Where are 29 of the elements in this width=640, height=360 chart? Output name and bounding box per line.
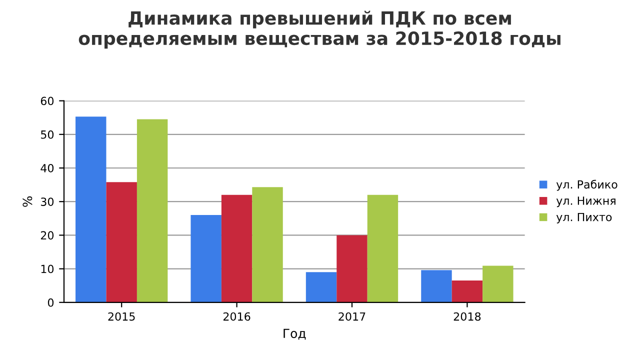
bar bbox=[106, 182, 137, 302]
bar bbox=[452, 280, 483, 302]
bar bbox=[336, 235, 368, 302]
bar bbox=[76, 116, 106, 302]
x-tick-label: 2015 bbox=[108, 312, 135, 321]
bar bbox=[306, 272, 337, 302]
bar bbox=[252, 187, 283, 302]
y-tick-label: 60 bbox=[40, 96, 54, 106]
y-tick-label: 30 bbox=[40, 198, 54, 206]
legend-label: ул. Пихто bbox=[556, 212, 612, 224]
bar bbox=[421, 270, 452, 302]
y-tick-label: 40 bbox=[40, 164, 54, 172]
chart-title: Динамика превышений ПДК по всем определяемым веществам за 2015-2018 годы bbox=[78, 10, 560, 49]
y-tick-label: 20 bbox=[40, 231, 54, 240]
x-tick-label: 2018 bbox=[454, 312, 481, 321]
legend-label: ул. Рабико bbox=[556, 180, 618, 191]
bar bbox=[190, 215, 222, 302]
y-tick-label: 10 bbox=[41, 264, 54, 274]
bar bbox=[136, 119, 168, 302]
y-axis-title: % bbox=[22, 196, 32, 207]
y-tick-label: 0 bbox=[48, 298, 54, 307]
x-tick-label: 2016 bbox=[223, 312, 250, 321]
x-tick-label: 2017 bbox=[338, 312, 366, 321]
x-axis-title: Год bbox=[284, 328, 306, 340]
bar bbox=[221, 194, 252, 302]
bar bbox=[367, 194, 398, 302]
bar bbox=[482, 266, 514, 302]
legend-label: ул. Нижня bbox=[556, 196, 616, 208]
y-tick-label: 50 bbox=[40, 130, 54, 139]
